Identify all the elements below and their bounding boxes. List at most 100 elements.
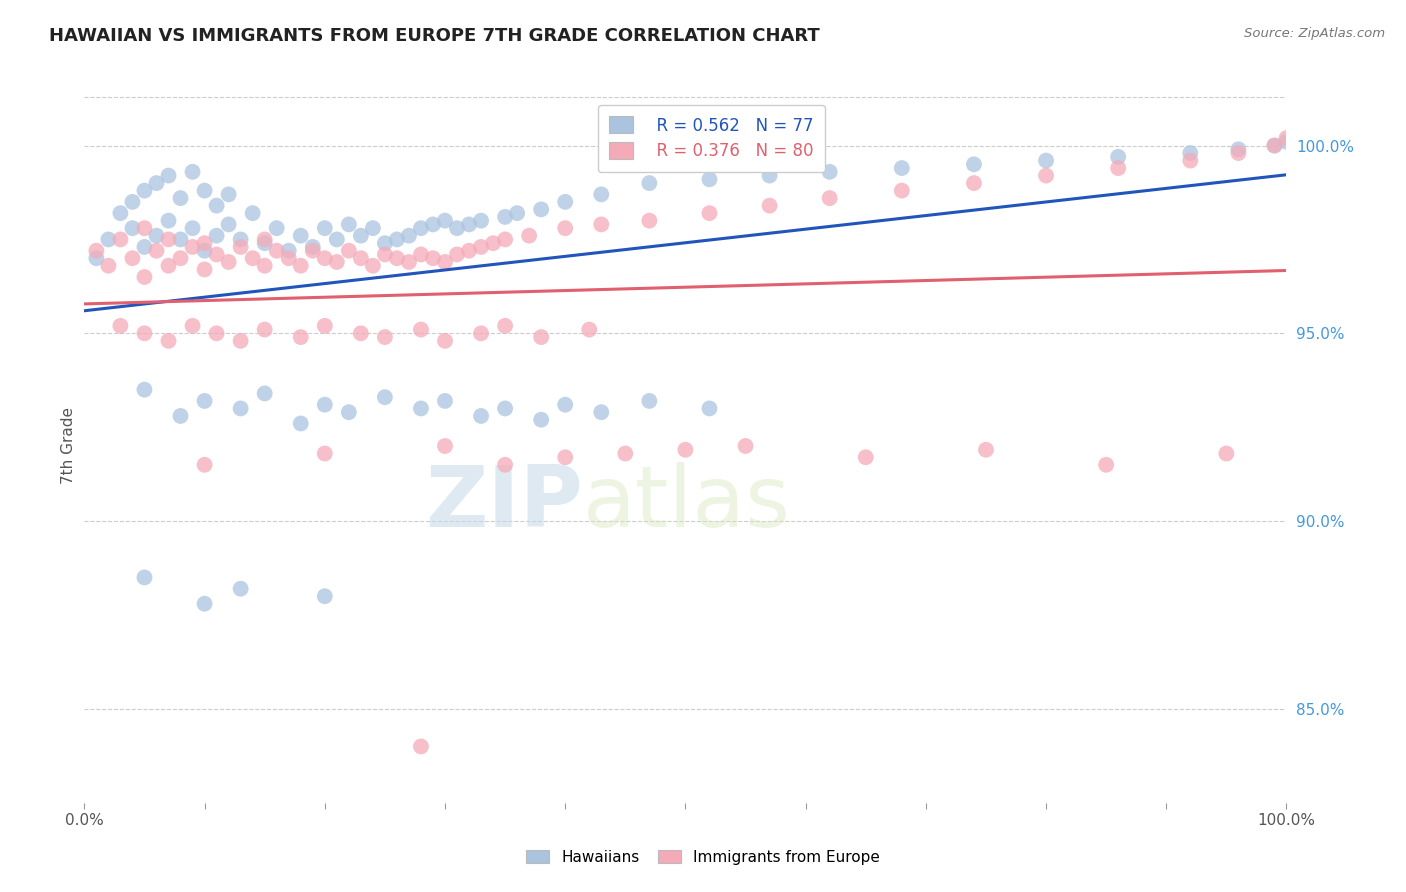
Point [290, 417, 312, 431]
Point [458, 244, 481, 258]
Point [470, 213, 492, 227]
Point [337, 405, 360, 419]
Point [110, 232, 132, 246]
Point [145, 244, 167, 258]
Point [314, 446, 336, 460]
Point [194, 262, 217, 277]
Point [337, 244, 360, 258]
Point [242, 206, 264, 220]
Point [554, 398, 576, 412]
Point [157, 334, 180, 348]
Point [110, 206, 132, 220]
Point [86, 251, 108, 265]
Point [229, 582, 252, 596]
Point [855, 450, 877, 465]
Point [506, 206, 529, 220]
Point [253, 322, 276, 336]
Point [314, 221, 336, 235]
Point [181, 221, 204, 235]
Point [409, 401, 432, 416]
Point [145, 228, 167, 243]
Point [253, 236, 276, 251]
Point [181, 318, 204, 333]
Point [434, 213, 457, 227]
Point [1227, 142, 1250, 156]
Point [169, 409, 191, 423]
Point [194, 597, 217, 611]
Point [446, 247, 468, 261]
Point [494, 210, 516, 224]
Point [134, 326, 156, 341]
Point [398, 228, 420, 243]
Point [194, 458, 217, 472]
Point [361, 221, 384, 235]
Point [1180, 153, 1202, 168]
Point [181, 240, 204, 254]
Text: HAWAIIAN VS IMMIGRANTS FROM EUROPE 7TH GRADE CORRELATION CHART: HAWAIIAN VS IMMIGRANTS FROM EUROPE 7TH G… [49, 27, 820, 45]
Point [614, 446, 637, 460]
Point [1107, 150, 1129, 164]
Text: ZIP: ZIP [426, 461, 583, 545]
Legend: Hawaiians, Immigrants from Europe: Hawaiians, Immigrants from Europe [520, 844, 886, 871]
Point [194, 244, 217, 258]
Point [530, 413, 553, 427]
Point [169, 251, 191, 265]
Point [121, 194, 143, 209]
Point [205, 247, 228, 261]
Point [361, 259, 384, 273]
Point [422, 218, 444, 232]
Point [409, 221, 432, 235]
Point [818, 165, 841, 179]
Point [229, 334, 252, 348]
Point [554, 450, 576, 465]
Point [277, 251, 299, 265]
Point [169, 232, 191, 246]
Point [145, 176, 167, 190]
Point [1215, 446, 1237, 460]
Point [1263, 138, 1285, 153]
Point [277, 244, 299, 258]
Point [758, 169, 780, 183]
Point [890, 161, 912, 175]
Point [121, 251, 143, 265]
Point [1263, 138, 1285, 153]
Point [578, 322, 600, 336]
Point [181, 165, 204, 179]
Point [409, 247, 432, 261]
Point [446, 221, 468, 235]
Point [434, 334, 457, 348]
Point [266, 221, 288, 235]
Point [290, 228, 312, 243]
Point [157, 259, 180, 273]
Point [699, 206, 721, 220]
Point [97, 232, 120, 246]
Point [638, 176, 661, 190]
Point [218, 255, 240, 269]
Point [517, 228, 540, 243]
Point [253, 259, 276, 273]
Point [699, 401, 721, 416]
Point [963, 176, 986, 190]
Point [1275, 135, 1298, 149]
Point [86, 244, 108, 258]
Point [169, 191, 191, 205]
Point [374, 330, 396, 344]
Point [818, 191, 841, 205]
Point [134, 221, 156, 235]
Point [218, 187, 240, 202]
Point [974, 442, 997, 457]
Point [290, 259, 312, 273]
Point [434, 255, 457, 269]
Point [1035, 169, 1057, 183]
Point [134, 270, 156, 285]
Point [205, 199, 228, 213]
Point [337, 218, 360, 232]
Point [374, 247, 396, 261]
Point [1107, 161, 1129, 175]
Point [422, 251, 444, 265]
Point [1180, 146, 1202, 161]
Point [434, 439, 457, 453]
Point [134, 570, 156, 584]
Point [638, 393, 661, 408]
Point [591, 187, 613, 202]
